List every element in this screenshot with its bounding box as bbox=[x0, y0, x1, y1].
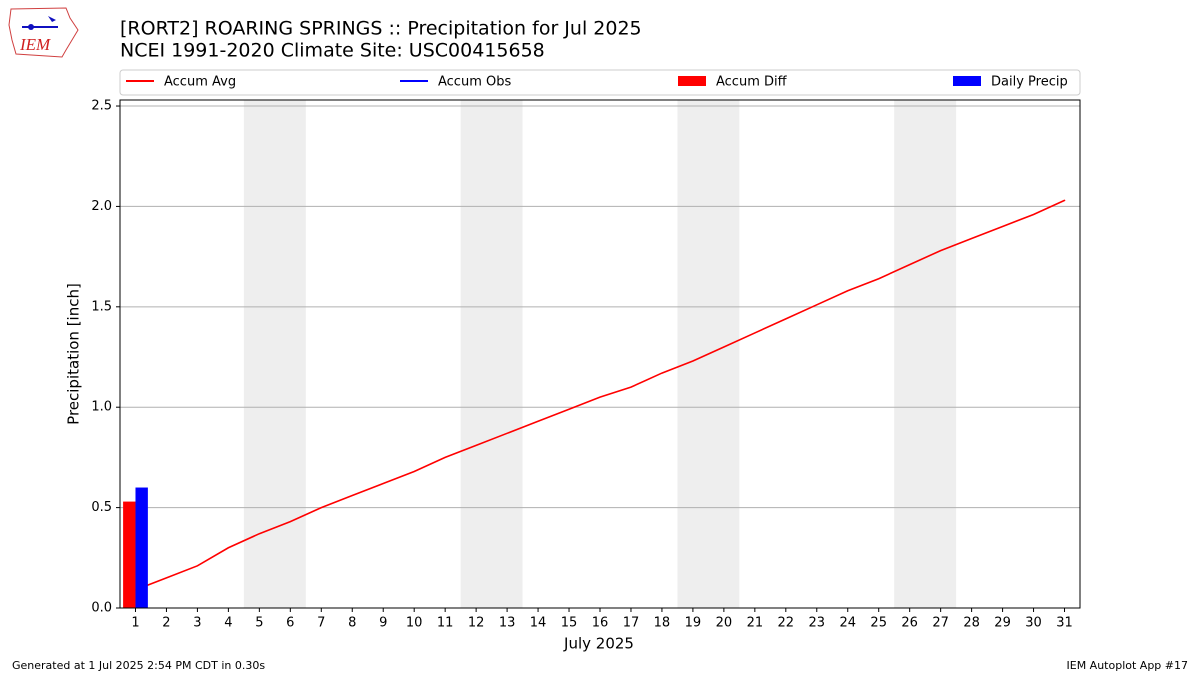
x-tick-label: 16 bbox=[592, 616, 609, 631]
x-tick-label: 13 bbox=[499, 616, 516, 631]
x-tick-label: 10 bbox=[406, 616, 423, 631]
y-tick-label: 0.5 bbox=[91, 500, 112, 515]
bar bbox=[135, 487, 148, 608]
legend-swatch bbox=[678, 76, 706, 86]
x-tick-label: 21 bbox=[747, 616, 764, 631]
y-tick-label: 1.5 bbox=[91, 299, 112, 314]
logo-icon bbox=[48, 16, 56, 22]
legend-label: Accum Diff bbox=[716, 75, 788, 90]
y-tick-label: 2.5 bbox=[91, 99, 112, 114]
x-tick-label: 26 bbox=[901, 616, 918, 631]
x-tick-label: 2 bbox=[162, 616, 170, 631]
legend-label: Daily Precip bbox=[991, 75, 1068, 90]
x-tick-label: 24 bbox=[839, 616, 856, 631]
weekend-shade bbox=[243, 100, 306, 608]
y-tick-label: 0.0 bbox=[91, 601, 112, 616]
x-tick-label: 1 bbox=[131, 616, 139, 631]
x-tick-label: 9 bbox=[379, 616, 387, 631]
chart-subtitle: NCEI 1991-2020 Climate Site: USC00415658 bbox=[120, 40, 545, 62]
footer: Generated at 1 Jul 2025 2:54 PM CDT in 0… bbox=[12, 659, 265, 672]
x-tick-label: 15 bbox=[561, 616, 578, 631]
x-tick-label: 25 bbox=[870, 616, 887, 631]
x-tick-label: 22 bbox=[778, 616, 795, 631]
logo-text: IEM bbox=[19, 35, 51, 54]
y-tick-label: 2.0 bbox=[91, 199, 112, 214]
x-axis-label: July 2025 bbox=[563, 635, 634, 653]
chart-title: [RORT2] ROARING SPRINGS :: Precipitation… bbox=[120, 18, 642, 40]
x-tick-label: 23 bbox=[809, 616, 826, 631]
x-tick-label: 18 bbox=[654, 616, 671, 631]
x-tick-label: 6 bbox=[286, 616, 294, 631]
x-tick-label: 7 bbox=[317, 616, 325, 631]
x-tick-label: 12 bbox=[468, 616, 485, 631]
legend-frame bbox=[119, 69, 1081, 96]
y-tick-label: 1.0 bbox=[91, 400, 112, 415]
x-tick-label: 28 bbox=[963, 616, 980, 631]
bar bbox=[123, 501, 136, 608]
legend-label: Accum Avg bbox=[164, 75, 236, 90]
line-series bbox=[134, 199, 1066, 591]
weekend-shade bbox=[894, 100, 957, 608]
logo-outline bbox=[8, 7, 79, 58]
x-tick-label: 8 bbox=[348, 616, 356, 631]
x-tick-label: 5 bbox=[255, 616, 263, 631]
logo-icon bbox=[28, 24, 34, 30]
x-tick-label: 20 bbox=[716, 616, 733, 631]
legend: Accum Avg Accum Obs Accum Diff Daily Precip bbox=[119, 69, 1081, 96]
legend-label: Accum Obs bbox=[438, 75, 511, 90]
x-tick-label: 3 bbox=[193, 616, 201, 631]
y-axis-label: Precipitation [inch] bbox=[65, 283, 83, 425]
x-tick-label: 27 bbox=[932, 616, 949, 631]
x-tick-label: 11 bbox=[437, 616, 454, 631]
plot-frame bbox=[119, 99, 1081, 609]
x-tick-label: 31 bbox=[1056, 616, 1073, 631]
logo: IEM bbox=[8, 7, 79, 58]
x-tick-label: 17 bbox=[623, 616, 640, 631]
footer: IEM Autoplot App #17 bbox=[1067, 659, 1189, 672]
weekend-shade bbox=[460, 100, 523, 608]
legend-swatch bbox=[953, 76, 981, 86]
x-tick-label: 14 bbox=[530, 616, 547, 631]
x-tick-label: 29 bbox=[994, 616, 1011, 631]
x-tick-label: 30 bbox=[1025, 616, 1042, 631]
x-tick-label: 4 bbox=[224, 616, 232, 631]
x-tick-label: 19 bbox=[685, 616, 702, 631]
